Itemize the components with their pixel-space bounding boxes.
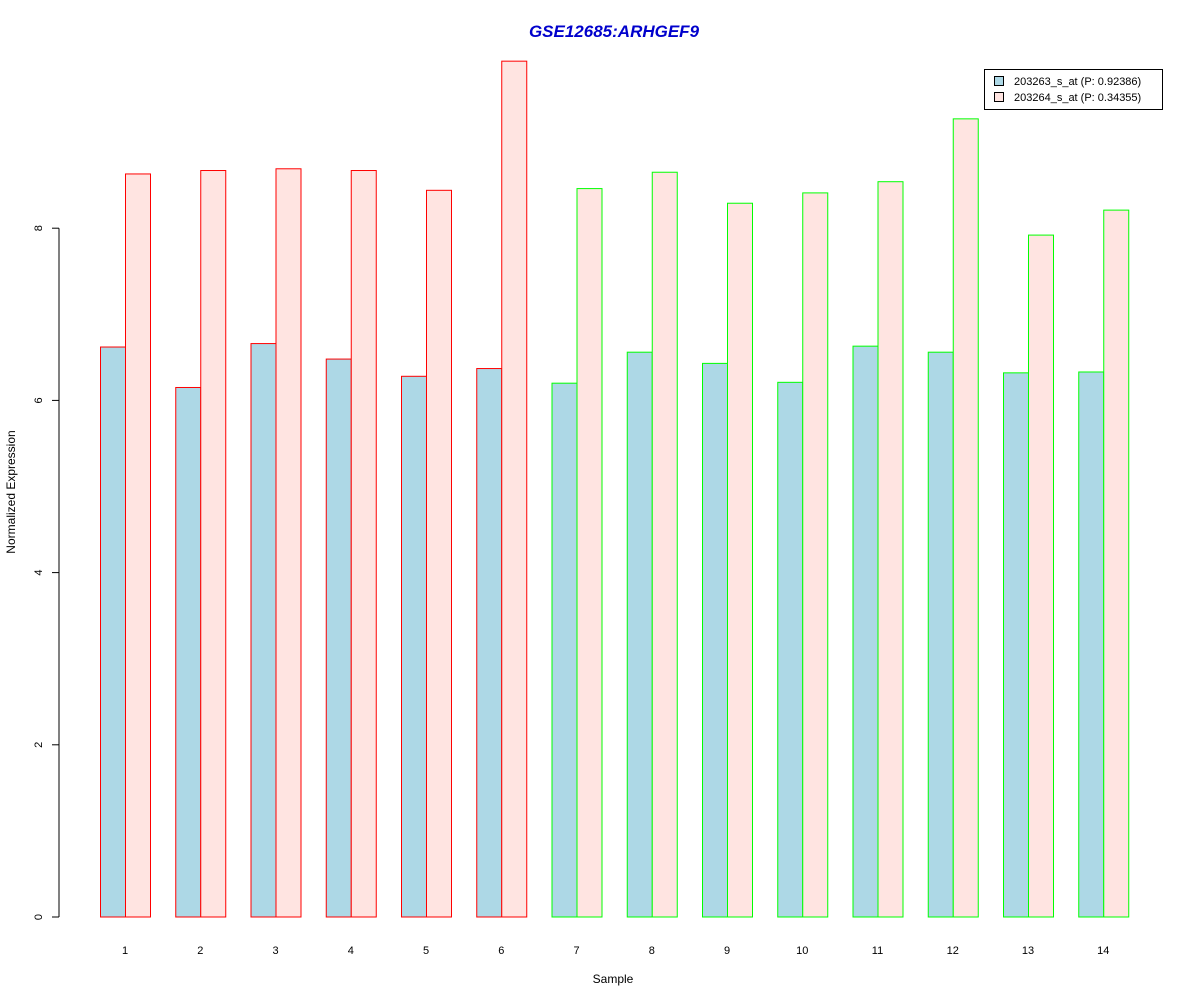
bar-series-1-sample-10 — [777, 381, 804, 918]
bar-series-1-sample-7 — [551, 382, 578, 918]
x-axis: 1 2 3 4 5 6 7 8 9 10 11 12 13 14 — [122, 945, 1109, 957]
bar-series-2-sample-5 — [426, 189, 452, 918]
chart-title: GSE12685:ARHGEF9 — [529, 22, 700, 41]
bar-series-1-sample-6 — [476, 368, 503, 918]
bar-series-2-sample-11 — [877, 181, 904, 918]
x-tick-label: 1 — [122, 945, 128, 957]
bar-series-2-sample-7 — [576, 188, 603, 918]
bar-series-2-sample-2 — [200, 170, 227, 918]
x-tick-label: 3 — [272, 945, 278, 957]
y-tick-label: 2 — [33, 742, 45, 748]
y-axis: 0 2 4 6 8 — [33, 225, 60, 920]
bar-series-2-sample-3 — [275, 168, 302, 918]
legend-swatch-2 — [994, 92, 1004, 102]
x-axis-label: Sample — [593, 972, 634, 986]
bar-series-1-sample-13 — [1003, 372, 1029, 918]
bar-series-2-sample-14 — [1103, 209, 1130, 918]
bars-group — [100, 60, 1130, 918]
y-tick-label: 4 — [33, 570, 45, 576]
x-tick-label: 4 — [348, 945, 354, 957]
bar-series-1-sample-4 — [325, 358, 352, 918]
bar-series-1-sample-8 — [626, 351, 653, 918]
bar-series-1-sample-2 — [175, 386, 202, 918]
bar-series-2-sample-13 — [1028, 234, 1054, 918]
bar-series-2-sample-4 — [350, 170, 377, 918]
bar-series-2-sample-12 — [952, 118, 979, 918]
x-tick-label: 10 — [796, 945, 808, 957]
x-tick-label: 9 — [724, 945, 730, 957]
x-tick-label: 13 — [1022, 945, 1034, 957]
legend: 203263_s_at (P: 0.92386) 203264_s_at (P: … — [984, 69, 1163, 110]
legend-box — [984, 69, 1163, 110]
bar-series-1-sample-3 — [250, 343, 277, 918]
bar-series-1-sample-9 — [702, 362, 728, 918]
x-tick-label: 11 — [872, 945, 883, 957]
bar-series-2-sample-1 — [125, 173, 151, 918]
x-tick-label: 14 — [1097, 945, 1109, 957]
bar-series-1-sample-14 — [1078, 371, 1105, 918]
x-tick-label: 7 — [573, 945, 579, 957]
legend-swatch-1 — [994, 76, 1004, 86]
y-axis-label: Normalized Expression — [4, 430, 18, 553]
bar-series-2-sample-6 — [501, 60, 528, 918]
y-tick-label: 0 — [33, 914, 45, 920]
bar-series-1-sample-11 — [852, 345, 879, 918]
x-tick-label: 8 — [649, 945, 655, 957]
x-tick-label: 2 — [197, 945, 203, 957]
legend-label-1: 203263_s_at (P: 0.92386) — [1014, 76, 1141, 88]
x-tick-label: 6 — [498, 945, 504, 957]
bar-series-2-sample-10 — [802, 192, 829, 918]
bar-series-1-sample-1 — [100, 346, 126, 918]
bar-series-1-sample-12 — [927, 351, 954, 918]
bar-series-2-sample-9 — [727, 202, 753, 918]
x-tick-label: 12 — [947, 945, 959, 957]
bar-series-1-sample-5 — [401, 375, 427, 918]
legend-label-2: 203264_s_at (P: 0.34355) — [1014, 92, 1141, 104]
x-tick-label: 5 — [423, 945, 429, 957]
bar-series-2-sample-8 — [651, 171, 678, 918]
y-tick-label: 6 — [33, 397, 45, 403]
y-tick-label: 8 — [33, 225, 45, 231]
